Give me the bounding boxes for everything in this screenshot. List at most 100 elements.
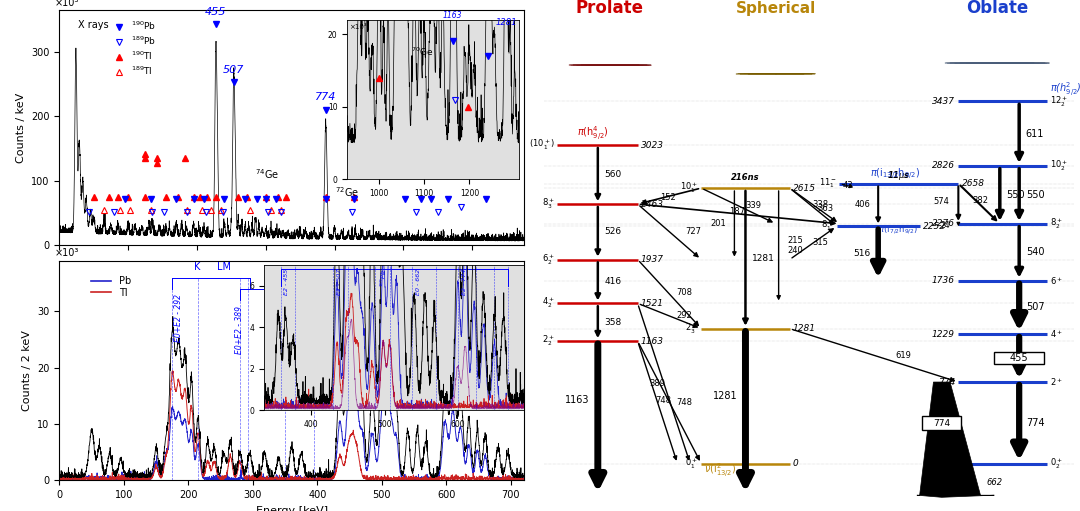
Text: 1163: 1163 [565, 396, 590, 405]
Text: 358: 358 [605, 318, 622, 327]
Polygon shape [917, 382, 995, 497]
Text: 2276: 2276 [932, 219, 955, 228]
Text: E0+E2 - 292: E0+E2 - 292 [174, 294, 184, 342]
X-axis label: Energy [keV]: Energy [keV] [256, 505, 327, 511]
Text: 406: 406 [855, 200, 870, 210]
Text: 550: 550 [1026, 190, 1044, 200]
Text: 1163: 1163 [445, 19, 474, 30]
Text: 662: 662 [937, 468, 955, 477]
Text: K: K [193, 262, 200, 272]
Legend: $^{190}$Pb, $^{189}$Pb, $^{190}$Tl, $^{189}$Tl: $^{190}$Pb, $^{189}$Pb, $^{190}$Tl, $^{1… [110, 19, 157, 77]
Text: 708: 708 [677, 288, 692, 297]
Text: X rays: X rays [79, 19, 109, 30]
Text: 526: 526 [605, 227, 622, 236]
Text: 1281: 1281 [713, 391, 738, 401]
Text: 516: 516 [853, 249, 870, 258]
Text: 416: 416 [605, 277, 622, 286]
Text: 774: 774 [315, 92, 336, 102]
Text: 6$^+$: 6$^+$ [1050, 275, 1063, 287]
FancyBboxPatch shape [995, 352, 1044, 364]
Text: $^{74}$Ge: $^{74}$Ge [255, 167, 279, 181]
Text: 2$_3^+$: 2$_3^+$ [686, 321, 699, 336]
Text: $\pi$(h$^4_{9/2}$): $\pi$(h$^4_{9/2}$) [578, 125, 609, 143]
Text: 8$_2^+$: 8$_2^+$ [1050, 217, 1063, 231]
Text: 24: 24 [941, 221, 950, 229]
Y-axis label: Counts / keV: Counts / keV [15, 92, 26, 163]
Text: 43: 43 [842, 181, 853, 190]
Text: $\pi$(h$^2_{9/2}$): $\pi$(h$^2_{9/2}$) [1050, 81, 1080, 99]
Text: $\pi$(f$_{7/2}$h$_{9/2}$): $\pi$(f$_{7/2}$h$_{9/2}$) [878, 223, 918, 236]
Text: 507: 507 [224, 64, 244, 75]
Text: LM: LM [217, 262, 231, 272]
Text: $\pi$(i$_{13/2}$h$_{9/2}$): $\pi$(i$_{13/2}$h$_{9/2}$) [869, 167, 920, 182]
Text: 0$_2^+$: 0$_2^+$ [1050, 456, 1063, 471]
Text: 455: 455 [205, 7, 227, 17]
Text: 2$^+$: 2$^+$ [1050, 376, 1063, 388]
Text: 550: 550 [1007, 190, 1025, 200]
Text: 215: 215 [787, 236, 802, 245]
Text: 240: 240 [787, 246, 802, 256]
FancyBboxPatch shape [922, 416, 961, 430]
Text: 455: 455 [1010, 353, 1028, 363]
Text: 1521: 1521 [640, 299, 664, 308]
Text: 10$_1^+$: 10$_1^+$ [680, 181, 699, 195]
Text: 292: 292 [677, 311, 692, 319]
Text: 8$_3^+$: 8$_3^+$ [542, 197, 555, 211]
Text: 774: 774 [1026, 418, 1044, 428]
Text: 748: 748 [677, 398, 692, 407]
Text: 11$\mu$s: 11$\mu$s [887, 169, 910, 182]
Text: 2615: 2615 [793, 183, 816, 193]
Text: 540: 540 [1026, 247, 1044, 257]
Text: 0$_1^+$: 0$_1^+$ [686, 456, 699, 471]
Text: 338: 338 [812, 200, 828, 209]
Text: 12$_2^+$: 12$_2^+$ [1050, 95, 1068, 108]
Text: 560: 560 [605, 170, 622, 179]
Text: 1736: 1736 [932, 276, 955, 285]
Text: 201: 201 [711, 219, 726, 228]
Text: 0: 0 [793, 459, 799, 468]
Text: $^{72}$Ge: $^{72}$Ge [335, 185, 359, 199]
Text: 1163: 1163 [640, 337, 664, 345]
Text: 619: 619 [895, 351, 912, 360]
Text: 748: 748 [654, 396, 671, 405]
Legend: Pb, Tl: Pb, Tl [87, 272, 135, 302]
Text: 662: 662 [986, 478, 1002, 487]
Text: 1229: 1229 [932, 330, 955, 339]
Text: ×10³: ×10³ [55, 0, 79, 8]
Text: Oblate: Oblate [966, 0, 1028, 17]
Text: 662: 662 [937, 459, 955, 468]
Text: 3437: 3437 [932, 97, 955, 106]
Text: 1281: 1281 [752, 254, 775, 263]
Text: 11$_1^-$: 11$_1^-$ [819, 177, 837, 190]
Text: (10$_1^+$): (10$_1^+$) [529, 138, 555, 152]
Text: 611: 611 [1026, 129, 1044, 138]
Text: 2252: 2252 [923, 222, 946, 231]
Text: 507: 507 [1026, 303, 1044, 312]
Text: 1281: 1281 [793, 324, 816, 333]
Text: E0+E2 - 389: E0+E2 - 389 [235, 306, 244, 354]
Text: ×10³: ×10³ [55, 248, 79, 259]
Text: 774: 774 [933, 419, 950, 428]
Text: 2$_2^+$: 2$_2^+$ [542, 334, 555, 348]
Text: 2463: 2463 [640, 200, 664, 208]
Text: 4$^+$: 4$^+$ [1050, 328, 1063, 340]
Text: 574: 574 [934, 197, 949, 206]
Text: 339: 339 [746, 201, 761, 210]
Text: Prolate: Prolate [576, 0, 644, 17]
Text: 389: 389 [649, 379, 665, 388]
Text: 10$_2^+$: 10$_2^+$ [1050, 159, 1068, 173]
Text: 4$_2^+$: 4$_2^+$ [542, 296, 555, 311]
Y-axis label: Counts / 2 keV: Counts / 2 keV [22, 330, 31, 411]
Text: 6$_2^+$: 6$_2^+$ [542, 252, 555, 267]
Text: 315: 315 [812, 238, 828, 247]
Text: 774: 774 [937, 378, 955, 386]
Text: 2826: 2826 [932, 161, 955, 170]
Text: 363: 363 [818, 204, 834, 213]
Text: 187: 187 [729, 207, 745, 216]
Text: $\nu$(i$^2_{13/2}$): $\nu$(i$^2_{13/2}$) [704, 462, 737, 480]
Text: 727: 727 [685, 227, 701, 236]
Text: 382: 382 [972, 196, 988, 205]
Text: 1937: 1937 [640, 255, 664, 264]
Text: 8$_1^+$: 8$_1^+$ [821, 219, 834, 234]
Text: 216ns: 216ns [731, 173, 759, 182]
